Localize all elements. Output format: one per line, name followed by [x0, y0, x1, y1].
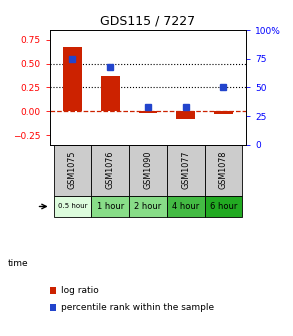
Text: GSM1076: GSM1076 [106, 151, 115, 190]
Bar [129, 196, 167, 217]
Text: GSM1090: GSM1090 [144, 151, 152, 190]
Text: 0.5 hour: 0.5 hour [58, 204, 87, 209]
Bar [214, 111, 233, 114]
Text: 1 hour: 1 hour [97, 202, 124, 211]
Bar [91, 145, 129, 196]
Bar [101, 76, 120, 111]
Text: GSM1077: GSM1077 [181, 151, 190, 190]
Bar [129, 145, 167, 196]
Bar [91, 196, 129, 217]
Title: GDS115 / 7227: GDS115 / 7227 [100, 15, 195, 28]
Text: 6 hour: 6 hour [210, 202, 237, 211]
Bar [167, 145, 205, 196]
Bar [176, 111, 195, 119]
Bar [63, 47, 82, 111]
Bar [54, 145, 91, 196]
Bar [54, 196, 91, 217]
Text: 2 hour: 2 hour [134, 202, 162, 211]
Bar [205, 196, 242, 217]
Text: 4 hour: 4 hour [172, 202, 199, 211]
Bar [167, 196, 205, 217]
Bar [139, 111, 157, 113]
Text: GSM1075: GSM1075 [68, 151, 77, 190]
Text: time: time [7, 259, 28, 268]
Text: GSM1078: GSM1078 [219, 151, 228, 190]
Text: log ratio: log ratio [61, 286, 98, 295]
Bar [205, 145, 242, 196]
Text: percentile rank within the sample: percentile rank within the sample [61, 303, 214, 312]
